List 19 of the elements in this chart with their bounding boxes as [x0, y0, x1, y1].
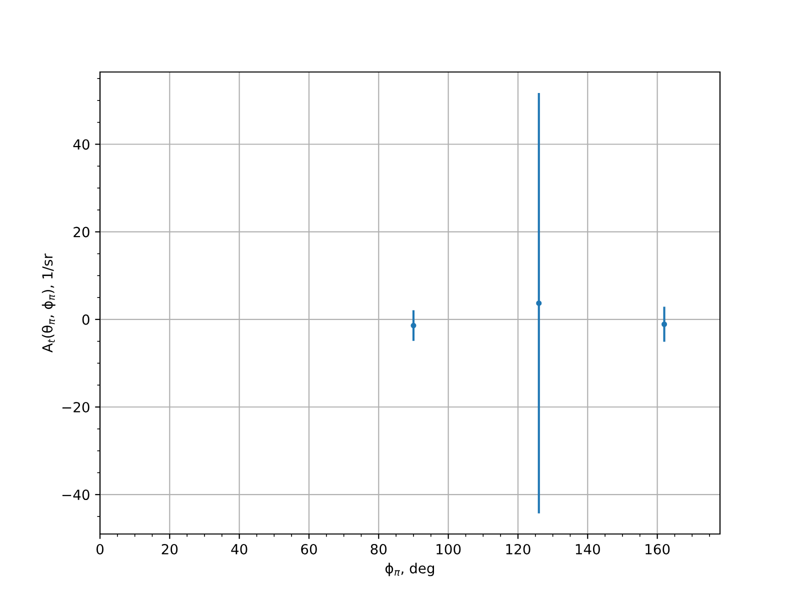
y-tick-label: 0	[82, 314, 90, 325]
point	[410, 322, 416, 328]
point	[661, 321, 668, 328]
x-tick-label: 40	[231, 544, 248, 554]
x-tick-label: 80	[370, 544, 387, 554]
x-tick-label: 120	[506, 544, 530, 554]
point	[536, 300, 542, 306]
y-tick-label: −40	[62, 490, 90, 500]
x-tick-label: 160	[646, 544, 670, 554]
x-tick-label: 0	[96, 544, 104, 554]
y-tick-label: −20	[62, 402, 90, 412]
y-tick-label: 40	[73, 139, 90, 150]
x-axis-title: ϕ$_{π}$, deg	[385, 562, 434, 576]
x-tick-label: 60	[301, 544, 317, 554]
y-axis-title: A$_{t}$(θ$_{π}$, ϕ$_{π}$), 1/sr	[42, 253, 56, 353]
y-tick-label: 20	[74, 226, 90, 238]
x-tick-label: 20	[162, 544, 178, 554]
x-tick-label: 100	[436, 544, 461, 554]
x-tick-label: 140	[576, 544, 600, 554]
